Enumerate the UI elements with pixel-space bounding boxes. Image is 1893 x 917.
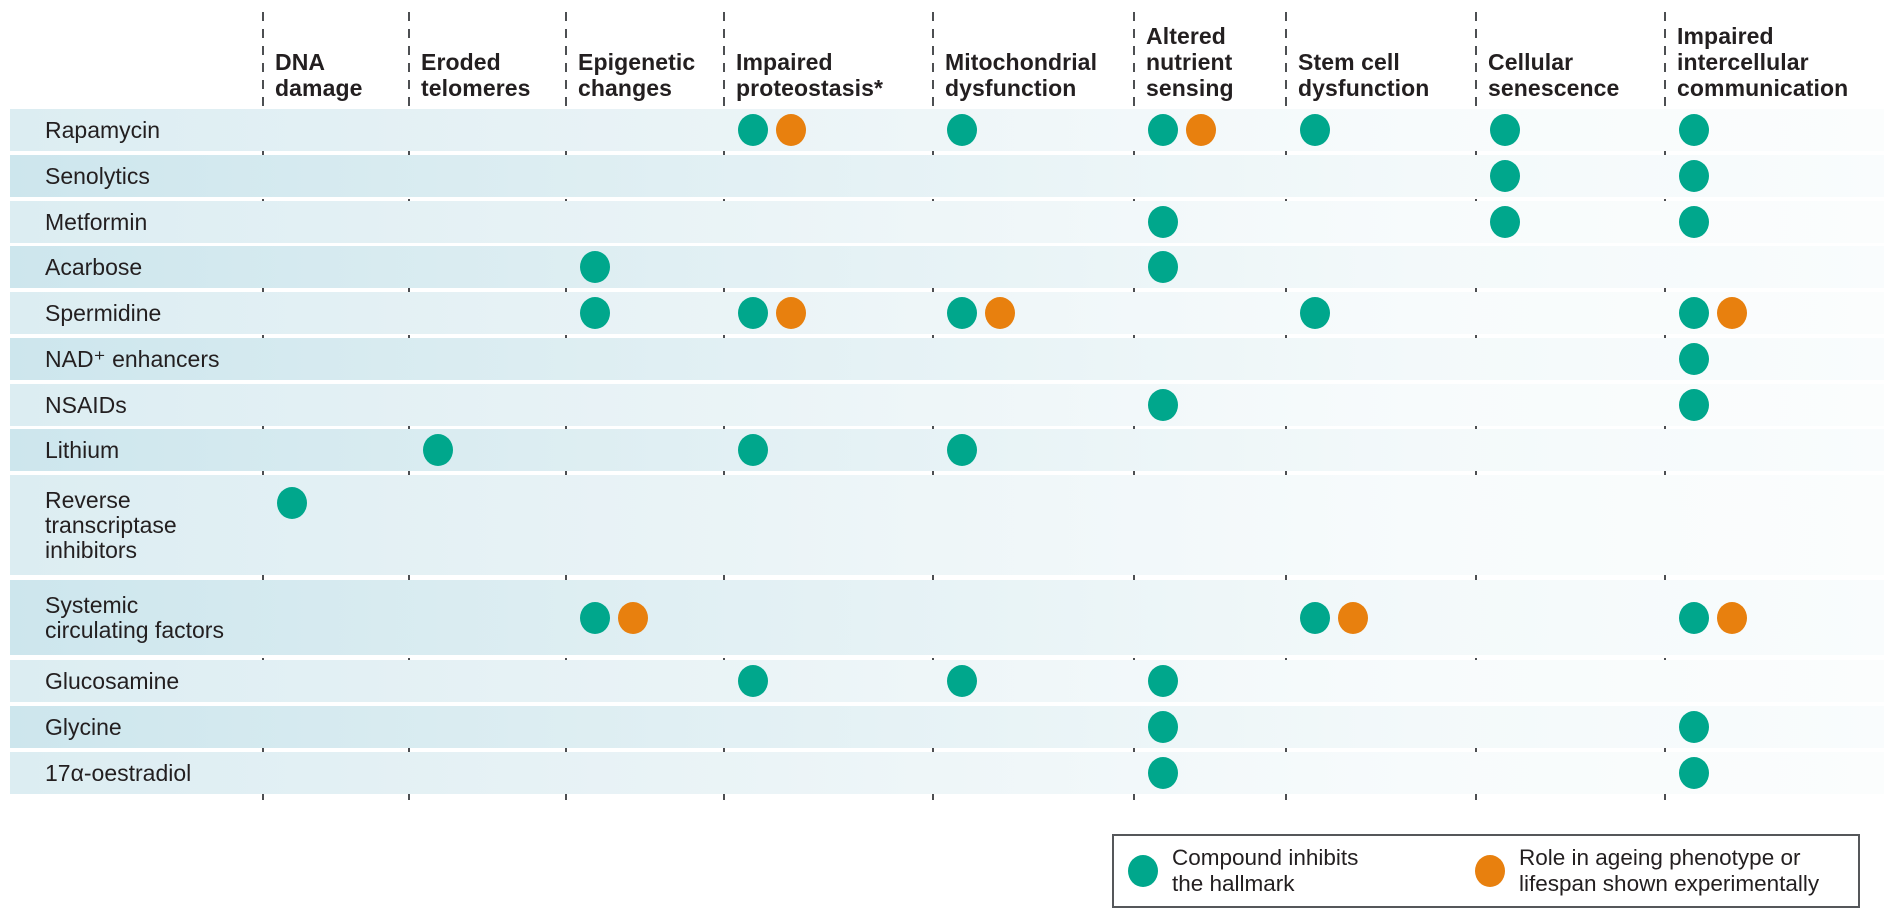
- column-header: Epigenetic changes: [578, 49, 696, 101]
- row-label: Spermidine: [45, 299, 162, 326]
- experimental-dot-icon: [1717, 601, 1747, 634]
- inhibits-dot-icon: [1148, 114, 1178, 146]
- inhibits-dot-icon: [1490, 206, 1520, 238]
- experimental-dot-icon: [985, 297, 1015, 329]
- inhibits-dot-icon: [738, 665, 768, 697]
- inhibits-dot-icon: [738, 434, 768, 466]
- inhibits-dot-icon: [580, 251, 610, 283]
- table-row: Reverse transcriptase inhibitors: [10, 475, 1884, 575]
- experimental-dot-icon: [618, 601, 648, 634]
- row-label: Reverse transcriptase inhibitors: [45, 486, 177, 563]
- inhibits-dot-icon: [1679, 206, 1709, 238]
- experimental-dot-icon: [1475, 855, 1505, 887]
- inhibits-dot-icon: [1148, 389, 1178, 421]
- row-label: NAD⁺ enhancers: [45, 345, 220, 372]
- inhibits-dot-icon: [738, 297, 768, 329]
- table-row: Systemic circulating factors: [10, 580, 1884, 655]
- table-row: Glycine: [10, 706, 1884, 748]
- inhibits-dot-icon: [423, 434, 453, 466]
- inhibits-dot-icon: [1300, 114, 1330, 146]
- inhibits-dot-icon: [947, 297, 977, 329]
- inhibits-dot-icon: [1128, 855, 1158, 887]
- inhibits-dot-icon: [947, 434, 977, 466]
- inhibits-dot-icon: [1679, 601, 1709, 634]
- inhibits-dot-icon: [1679, 160, 1709, 192]
- column-header: Eroded telomeres: [421, 49, 531, 101]
- experimental-dot-icon: [1717, 297, 1747, 329]
- experimental-dot-icon: [776, 114, 806, 146]
- inhibits-dot-icon: [947, 114, 977, 146]
- column-header: Cellular senescence: [1488, 49, 1620, 101]
- inhibits-dot-icon: [1300, 297, 1330, 329]
- inhibits-dot-icon: [580, 297, 610, 329]
- row-label: 17α-oestradiol: [45, 759, 192, 786]
- legend-item-experimental: Role in ageing phenotype or lifespan sho…: [1475, 836, 1819, 906]
- table-row: NAD⁺ enhancers: [10, 338, 1884, 380]
- legend: Compound inhibits the hallmark Role in a…: [1112, 834, 1860, 908]
- row-label: NSAIDs: [45, 391, 127, 418]
- inhibits-dot-icon: [1679, 757, 1709, 789]
- row-label: Systemic circulating factors: [45, 591, 224, 643]
- table-row: Metformin: [10, 201, 1884, 243]
- inhibits-dot-icon: [1490, 160, 1520, 192]
- column-header: Impaired proteostasis*: [736, 49, 884, 101]
- row-label: Metformin: [45, 208, 148, 235]
- experimental-dot-icon: [1338, 601, 1368, 634]
- table-row: 17α-oestradiol: [10, 752, 1884, 794]
- inhibits-dot-icon: [1490, 114, 1520, 146]
- column-header: Impaired intercellular communication: [1677, 23, 1849, 101]
- inhibits-dot-icon: [1679, 711, 1709, 743]
- inhibits-dot-icon: [1148, 251, 1178, 283]
- table-row: Acarbose: [10, 246, 1884, 288]
- inhibits-dot-icon: [580, 601, 610, 634]
- inhibits-dot-icon: [1300, 601, 1330, 634]
- row-label: Senolytics: [45, 162, 150, 189]
- inhibits-dot-icon: [1148, 206, 1178, 238]
- column-header: DNA damage: [275, 49, 363, 101]
- inhibits-dot-icon: [1148, 711, 1178, 743]
- inhibits-dot-icon: [1679, 389, 1709, 421]
- experimental-dot-icon: [1186, 114, 1216, 146]
- inhibits-dot-icon: [738, 114, 768, 146]
- column-header: Altered nutrient sensing: [1146, 23, 1234, 101]
- row-label: Acarbose: [45, 253, 143, 280]
- column-header: Stem cell dysfunction: [1298, 49, 1430, 101]
- row-label: Lithium: [45, 436, 120, 463]
- row-label: Glucosamine: [45, 667, 180, 694]
- legend-experimental-label: Role in ageing phenotype or lifespan sho…: [1519, 845, 1820, 896]
- row-label: Rapamycin: [45, 116, 161, 143]
- inhibits-dot-icon: [277, 487, 307, 519]
- inhibits-dot-icon: [947, 665, 977, 697]
- inhibits-dot-icon: [1679, 297, 1709, 329]
- inhibits-dot-icon: [1148, 757, 1178, 789]
- experimental-dot-icon: [776, 297, 806, 329]
- table-row: Senolytics: [10, 155, 1884, 197]
- table-row: NSAIDs: [10, 384, 1884, 426]
- legend-inhibits-label: Compound inhibits the hallmark: [1172, 845, 1359, 896]
- row-label: Glycine: [45, 713, 122, 740]
- inhibits-dot-icon: [1679, 343, 1709, 375]
- legend-item-inhibits: Compound inhibits the hallmark: [1128, 836, 1358, 906]
- inhibits-dot-icon: [1679, 114, 1709, 146]
- inhibits-dot-icon: [1148, 665, 1178, 697]
- column-header: Mitochondrial dysfunction: [945, 49, 1098, 101]
